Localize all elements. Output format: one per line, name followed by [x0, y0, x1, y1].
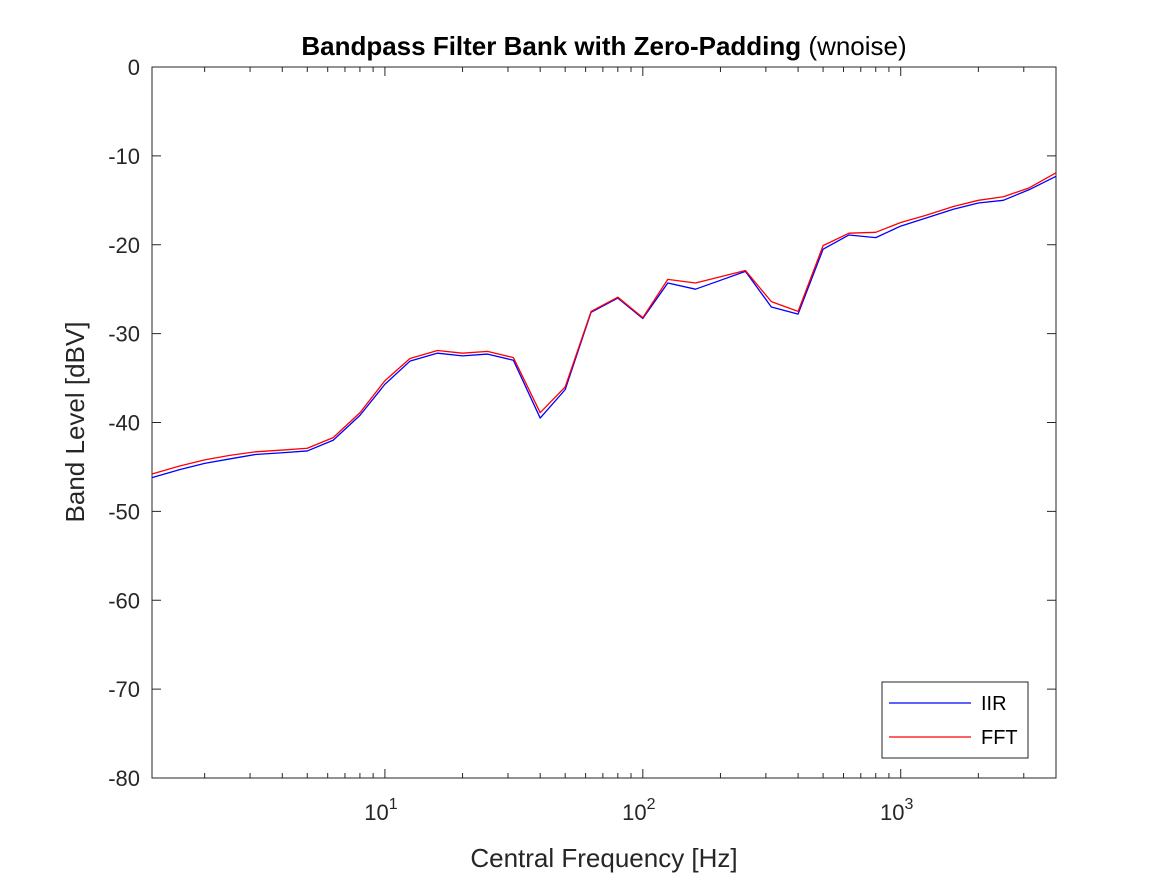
x-tick-label-base: 10 [364, 800, 388, 825]
y-tick-label: -50 [108, 499, 140, 524]
plot-area [151, 66, 1057, 779]
series-lines [151, 172, 1057, 479]
x-tick-label-exponent: 1 [389, 796, 398, 813]
x-tick-label: 102 [622, 796, 655, 825]
y-tick-labels: 0 -10 -20 -30 -40 -50 -60 -70 -80 [108, 55, 140, 791]
y-tick-label: -40 [108, 411, 140, 436]
legend: IIR FFT [881, 681, 1029, 759]
series-line-fft [151, 172, 1057, 475]
y-tick-label: -30 [108, 322, 140, 347]
series-line-iir [151, 175, 1057, 479]
y-tick-label: -10 [108, 144, 140, 169]
chart-title: Bandpass Filter Bank with Zero-Padding (… [301, 31, 906, 61]
x-tick-label-exponent: 3 [905, 796, 914, 813]
x-axis-label: Central Frequency [Hz] [470, 843, 737, 873]
axis-ticks [152, 66, 1056, 779]
x-tick-label-base: 10 [622, 800, 646, 825]
legend-label-iir: IIR [981, 693, 1007, 715]
chart-title-bold: Bandpass Filter Bank with Zero-Padding [301, 31, 801, 61]
legend-box [881, 681, 1029, 759]
chart-title-rest: (wnoise) [808, 31, 906, 61]
x-tick-labels: 101 102 103 [364, 796, 913, 825]
y-tick-label: -60 [108, 588, 140, 613]
legend-label-fft: FFT [981, 727, 1018, 749]
y-axis-label: Band Level [dBV] [60, 322, 90, 523]
y-tick-label: 0 [128, 55, 140, 80]
x-tick-label-exponent: 2 [647, 796, 656, 813]
x-tick-label-base: 10 [880, 800, 904, 825]
y-tick-label: -20 [108, 233, 140, 258]
x-tick-label: 103 [880, 796, 913, 825]
y-tick-label: -80 [108, 766, 140, 791]
y-tick-label: -70 [108, 677, 140, 702]
x-tick-label: 101 [364, 796, 397, 825]
